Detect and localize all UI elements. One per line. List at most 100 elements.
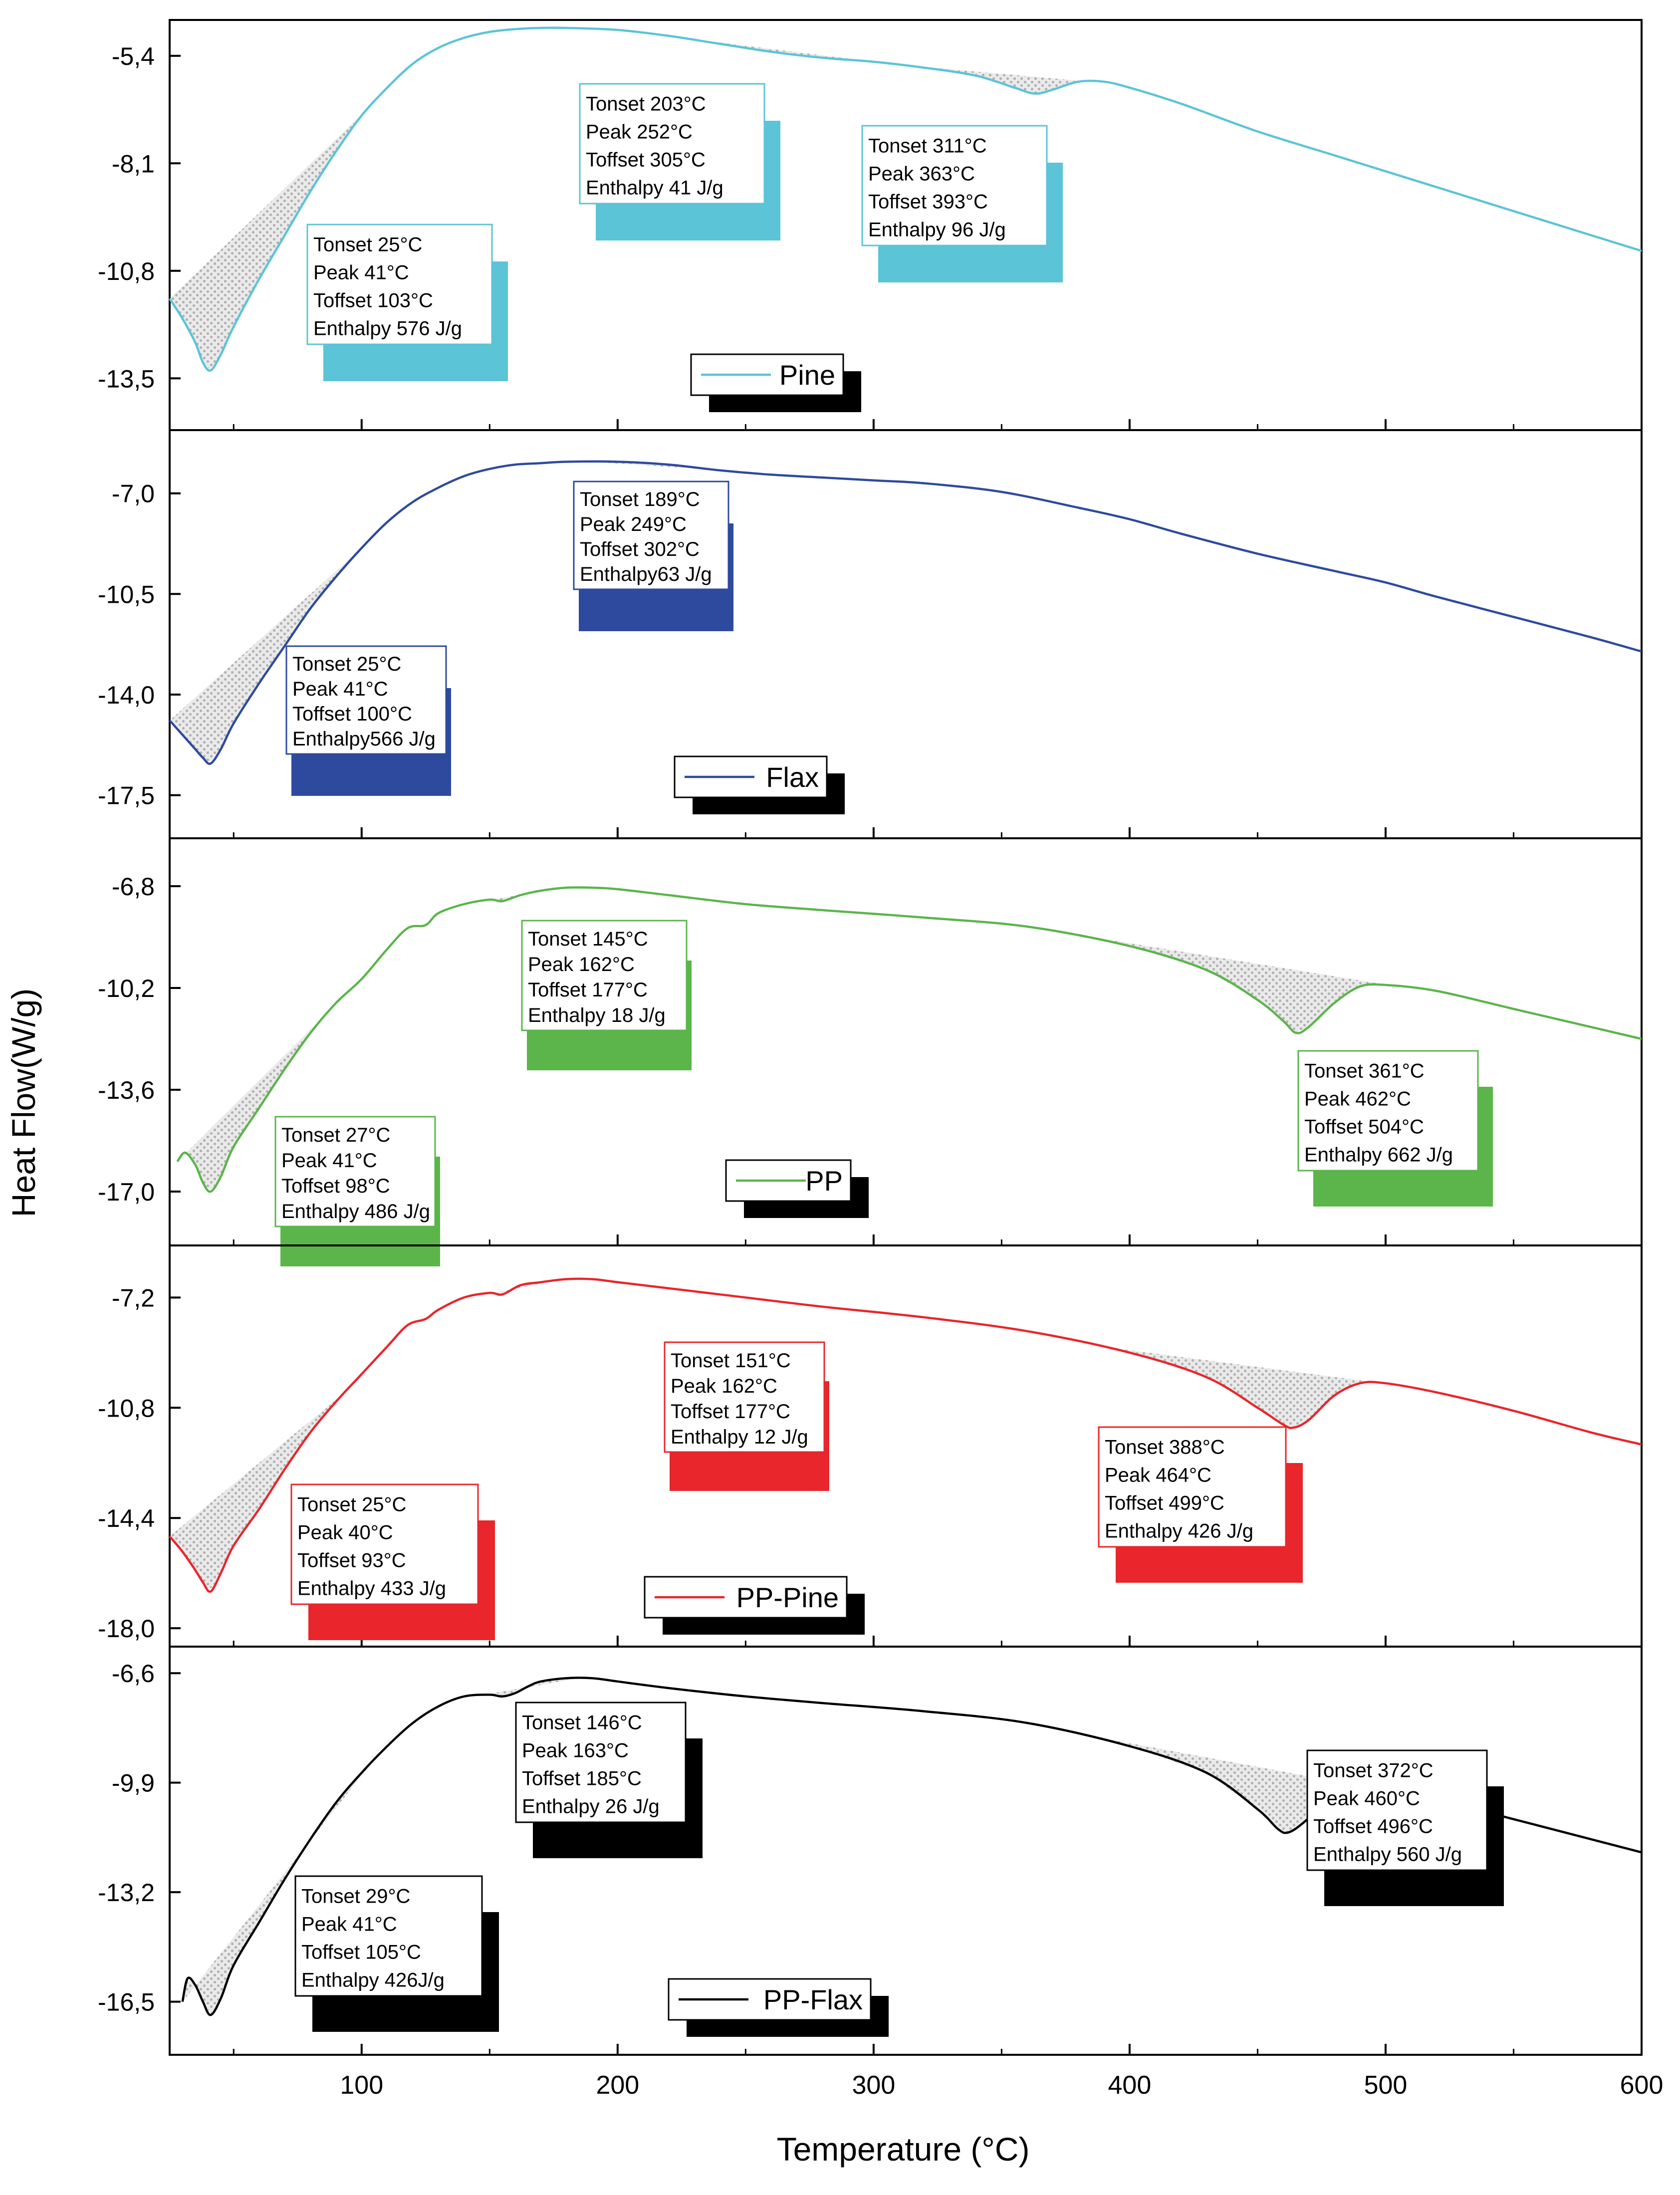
- y-tick-label: -10,8: [98, 1394, 155, 1422]
- annotation-line: Enthalpy 426 J/g: [1105, 1520, 1253, 1542]
- annotation-line: Enthalpy 576 J/g: [313, 318, 462, 340]
- x-tick-label: 600: [1620, 2071, 1664, 2100]
- annotation-line: Toffset 302°C: [580, 538, 700, 560]
- series-line-pp-pine: [169, 1277, 1642, 1593]
- annotation-line: Peak 162°C: [671, 1375, 777, 1397]
- annotation-line: Peak 162°C: [528, 954, 635, 976]
- legend-label: PP-Flax: [763, 1984, 863, 2015]
- annotation-box: Tonset 25°C Peak 40°C Toffset 93°C Enthalpy…: [290, 1483, 495, 1640]
- annotation-line: Tonset 203°C: [586, 93, 706, 115]
- annotation-line: Enthalpy 486 J/g: [281, 1201, 430, 1222]
- annotation-line: Tonset 146°C: [522, 1712, 642, 1734]
- y-tick-label: -16,5: [98, 1988, 155, 2016]
- annotation-box: Tonset 151°C Peak 162°C Toffset 177°C Entha…: [664, 1341, 829, 1491]
- annotation-line: Tonset 25°C: [313, 234, 422, 256]
- y-tick-label: -17,5: [98, 782, 155, 810]
- peak-shading: [182, 1759, 375, 2014]
- annotation-line: Peak 41°C: [281, 1150, 377, 1172]
- annotation-line: Peak 252°C: [586, 121, 693, 143]
- annotation-line: Enthalpy 426J/g: [301, 1969, 445, 1991]
- annotation-line: Tonset 151°C: [671, 1350, 791, 1372]
- annotation-line: Enthalpy 96 J/g: [868, 219, 1006, 241]
- y-tick-label: -9,9: [112, 1769, 155, 1797]
- annotation-line: Enthalpy 433 J/g: [297, 1578, 446, 1600]
- annotation-line: Tonset 311°C: [868, 135, 987, 157]
- annotation-box: Tonset 361°C Peak 462°C Toffset 504°C Entha…: [1297, 1050, 1493, 1207]
- annotation-frame: [306, 224, 493, 345]
- annotation-line: Peak 41°C: [313, 262, 409, 284]
- y-tick-label: -6,6: [112, 1660, 155, 1688]
- annotation-line: Toffset 100°C: [292, 703, 412, 725]
- annotation-line: Enthalpy 560 J/g: [1313, 1844, 1462, 1866]
- x-tick-label: 200: [596, 2071, 639, 2100]
- annotation-frame: [515, 1702, 687, 1823]
- series-line-flax: [169, 460, 1642, 765]
- y-tick-label: -17,0: [98, 1178, 155, 1206]
- annotation-frame: [290, 1483, 479, 1605]
- annotation-box: Tonset 311°C Peak 363°C Toffset 393°C Entha…: [861, 125, 1063, 282]
- annotation-frame: [1098, 1426, 1287, 1548]
- annotation-frame: [1297, 1050, 1479, 1172]
- annotation-frame: [1306, 1749, 1488, 1871]
- annotation-frame: [274, 1116, 436, 1227]
- annotation-box: Tonset 29°C Peak 41°C Toffset 105°C Enthalp…: [294, 1875, 499, 2032]
- peak-shading: [479, 1678, 579, 1697]
- legend: PP: [725, 1159, 869, 1218]
- annotation-line: Enthalpy63 J/g: [580, 563, 712, 585]
- annotation-line: Peak 462°C: [1304, 1088, 1411, 1110]
- annotation-line: Toffset 105°C: [301, 1942, 421, 1963]
- legend: Flax: [674, 755, 845, 814]
- panel-pp-pine: -7,2 -10,8 -14,4 -18,0 Tonset 25°C Peak 40°C T…: [98, 1244, 1643, 1648]
- annotation-frame: [579, 83, 765, 205]
- annotation-box: Tonset 146°C Peak 163°C Toffset 185°C Entha…: [515, 1702, 703, 1858]
- y-tick-label: -13,2: [98, 1879, 155, 1907]
- annotation-line: Tonset 361°C: [1304, 1060, 1425, 1082]
- y-tick-label: -14,0: [98, 681, 155, 709]
- peak-shading: [177, 983, 357, 1190]
- legend: PP-Flax: [668, 1978, 889, 2037]
- legend-label: Flax: [766, 761, 819, 793]
- x-tick-label: 300: [852, 2071, 895, 2100]
- x-tick-label: 400: [1108, 2071, 1152, 2100]
- annotation-line: Peak 363°C: [868, 163, 975, 185]
- annotation-line: Peak 460°C: [1313, 1788, 1420, 1810]
- annotation-line: Tonset 29°C: [301, 1886, 410, 1908]
- legend-label: Pine: [779, 359, 835, 391]
- y-tick-label: -5,4: [112, 42, 155, 70]
- annotation-line: Enthalpy 18 J/g: [528, 1004, 666, 1026]
- annotation-frame: [285, 645, 447, 755]
- y-tick-label: -13,5: [98, 365, 155, 393]
- annotation-line: Toffset 103°C: [313, 290, 433, 312]
- series-line-pp: [176, 886, 1642, 1193]
- annotation-line: Toffset 305°C: [586, 149, 706, 171]
- annotation-line: Tonset 372°C: [1313, 1760, 1434, 1782]
- annotation-line: Tonset 25°C: [297, 1494, 406, 1516]
- annotation-line: Peak 163°C: [522, 1740, 629, 1762]
- y-tick-label: -7,2: [112, 1284, 155, 1312]
- annotation-line: Tonset 145°C: [528, 928, 648, 950]
- annotation-box: Tonset 372°C Peak 460°C Toffset 496°C Entha…: [1306, 1749, 1504, 1906]
- annotation-line: Peak 40°C: [297, 1522, 393, 1544]
- annotation-frame: [664, 1341, 825, 1453]
- annotation-line: Peak 41°C: [292, 678, 388, 700]
- annotation-line: Toffset 177°C: [528, 979, 648, 1001]
- y-tick-label: -18,0: [98, 1615, 155, 1643]
- annotation-line: Tonset 189°C: [580, 488, 700, 510]
- y-tick-label: -14,4: [98, 1504, 155, 1532]
- legend: PP-Pine: [644, 1576, 865, 1635]
- annotation-box: Tonset 25°C Peak 41°C Toffset 103°C Enthalp…: [306, 224, 508, 381]
- annotation-frame: [861, 125, 1048, 246]
- annotation-line: Tonset 25°C: [292, 653, 401, 675]
- annotation-line: Toffset 185°C: [522, 1768, 642, 1790]
- annotation-line: Tonset 27°C: [281, 1124, 390, 1146]
- annotation-line: Toffset 499°C: [1105, 1492, 1224, 1514]
- annotation-line: Toffset 496°C: [1313, 1816, 1433, 1838]
- legend-label: PP-Pine: [736, 1582, 839, 1613]
- legend: Pine: [690, 353, 861, 412]
